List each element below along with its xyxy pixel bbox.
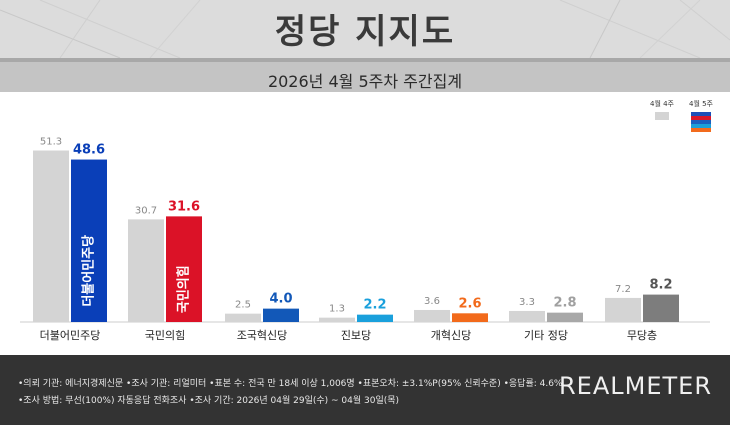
legend-curr-swatch-2: [691, 120, 711, 124]
page-subtitle: 2026년 4월 5주차 주간집계: [267, 72, 463, 91]
bar-prev-5: [509, 310, 545, 322]
bar-curr-4: [452, 313, 488, 322]
data-label-curr-4: 2.6: [458, 296, 481, 311]
data-label-curr-3: 2.2: [363, 298, 386, 313]
page-title: 정당 지지도: [274, 12, 456, 52]
category-label-3: 진보당: [341, 329, 371, 342]
data-label-curr-0: 48.6: [73, 143, 105, 158]
bar-curr-3: [357, 314, 393, 322]
bar-prev-2: [225, 313, 261, 322]
bar-curr-0: [71, 159, 107, 322]
legend-curr-swatch-3: [691, 124, 711, 128]
category-label-0: 더불어민주당: [40, 329, 101, 342]
category-label-5: 기타 정당: [524, 329, 568, 342]
footer-line-2: •조사 방법: 무선(100%) 자동응답 전화조사 •조사 기간: 2026년…: [18, 396, 400, 406]
bar-prev-1: [128, 219, 164, 322]
subtitle-bar: 2026년 4월 5주차 주간집계: [0, 58, 730, 92]
legend-curr-label: 4월 5주: [689, 99, 714, 108]
data-label-curr-2: 4.0: [269, 292, 292, 307]
bar-prev-4: [414, 309, 450, 322]
data-label-prev-6: 7.2: [615, 284, 631, 295]
data-label-prev-1: 30.7: [135, 205, 157, 216]
bar-curr-5: [547, 312, 583, 322]
category-label-2: 조국혁신당: [237, 329, 288, 342]
data-label-prev-0: 51.3: [40, 137, 62, 148]
data-label-curr-1: 31.6: [168, 199, 200, 214]
legend-curr-swatch-1: [691, 116, 711, 120]
party-logo-0: 더불어민주당: [81, 235, 97, 307]
footer: •의뢰 기관: 에너지경제신문 •조사 기관: 리얼미터 •표본 수: 전국 만…: [0, 355, 730, 425]
decorative-lines: [0, 0, 730, 58]
bar-prev-6: [605, 297, 641, 322]
bar-curr-6: [643, 294, 679, 322]
data-label-prev-5: 3.3: [519, 297, 535, 308]
bar-curr-1: [166, 216, 202, 322]
footer-line-1: •의뢰 기관: 에너지경제신문 •조사 기관: 리얼미터 •표본 수: 전국 만…: [18, 379, 563, 389]
category-label-6: 무당층: [627, 329, 657, 342]
legend-prev-swatch: [655, 112, 669, 120]
legend-curr-swatch-4: [691, 128, 711, 132]
category-label-1: 국민의힘: [145, 329, 185, 342]
party-logo-1: 국민의힘: [176, 265, 192, 313]
bar-prev-3: [319, 317, 355, 322]
legend-curr-swatch-0: [691, 112, 711, 116]
bar-curr-2: [263, 308, 299, 322]
data-label-curr-5: 2.8: [553, 296, 576, 311]
realmeter-logo: REALMETER: [559, 372, 712, 400]
legend-prev-label: 4월 4주: [650, 99, 675, 108]
bar-chart: 51.3 48.6 더불어민주당 30.7 31.6 국민의힘 2.5 4.0 조국혁신당 1.3…: [20, 99, 714, 342]
header-banner: 정당 지지도: [0, 0, 730, 58]
data-label-curr-6: 8.2: [649, 278, 672, 293]
data-label-prev-3: 1.3: [329, 304, 345, 315]
bar-prev-0: [33, 150, 69, 322]
data-label-prev-2: 2.5: [235, 300, 251, 311]
data-label-prev-4: 3.6: [424, 296, 440, 307]
category-label-4: 개혁신당: [431, 329, 471, 342]
